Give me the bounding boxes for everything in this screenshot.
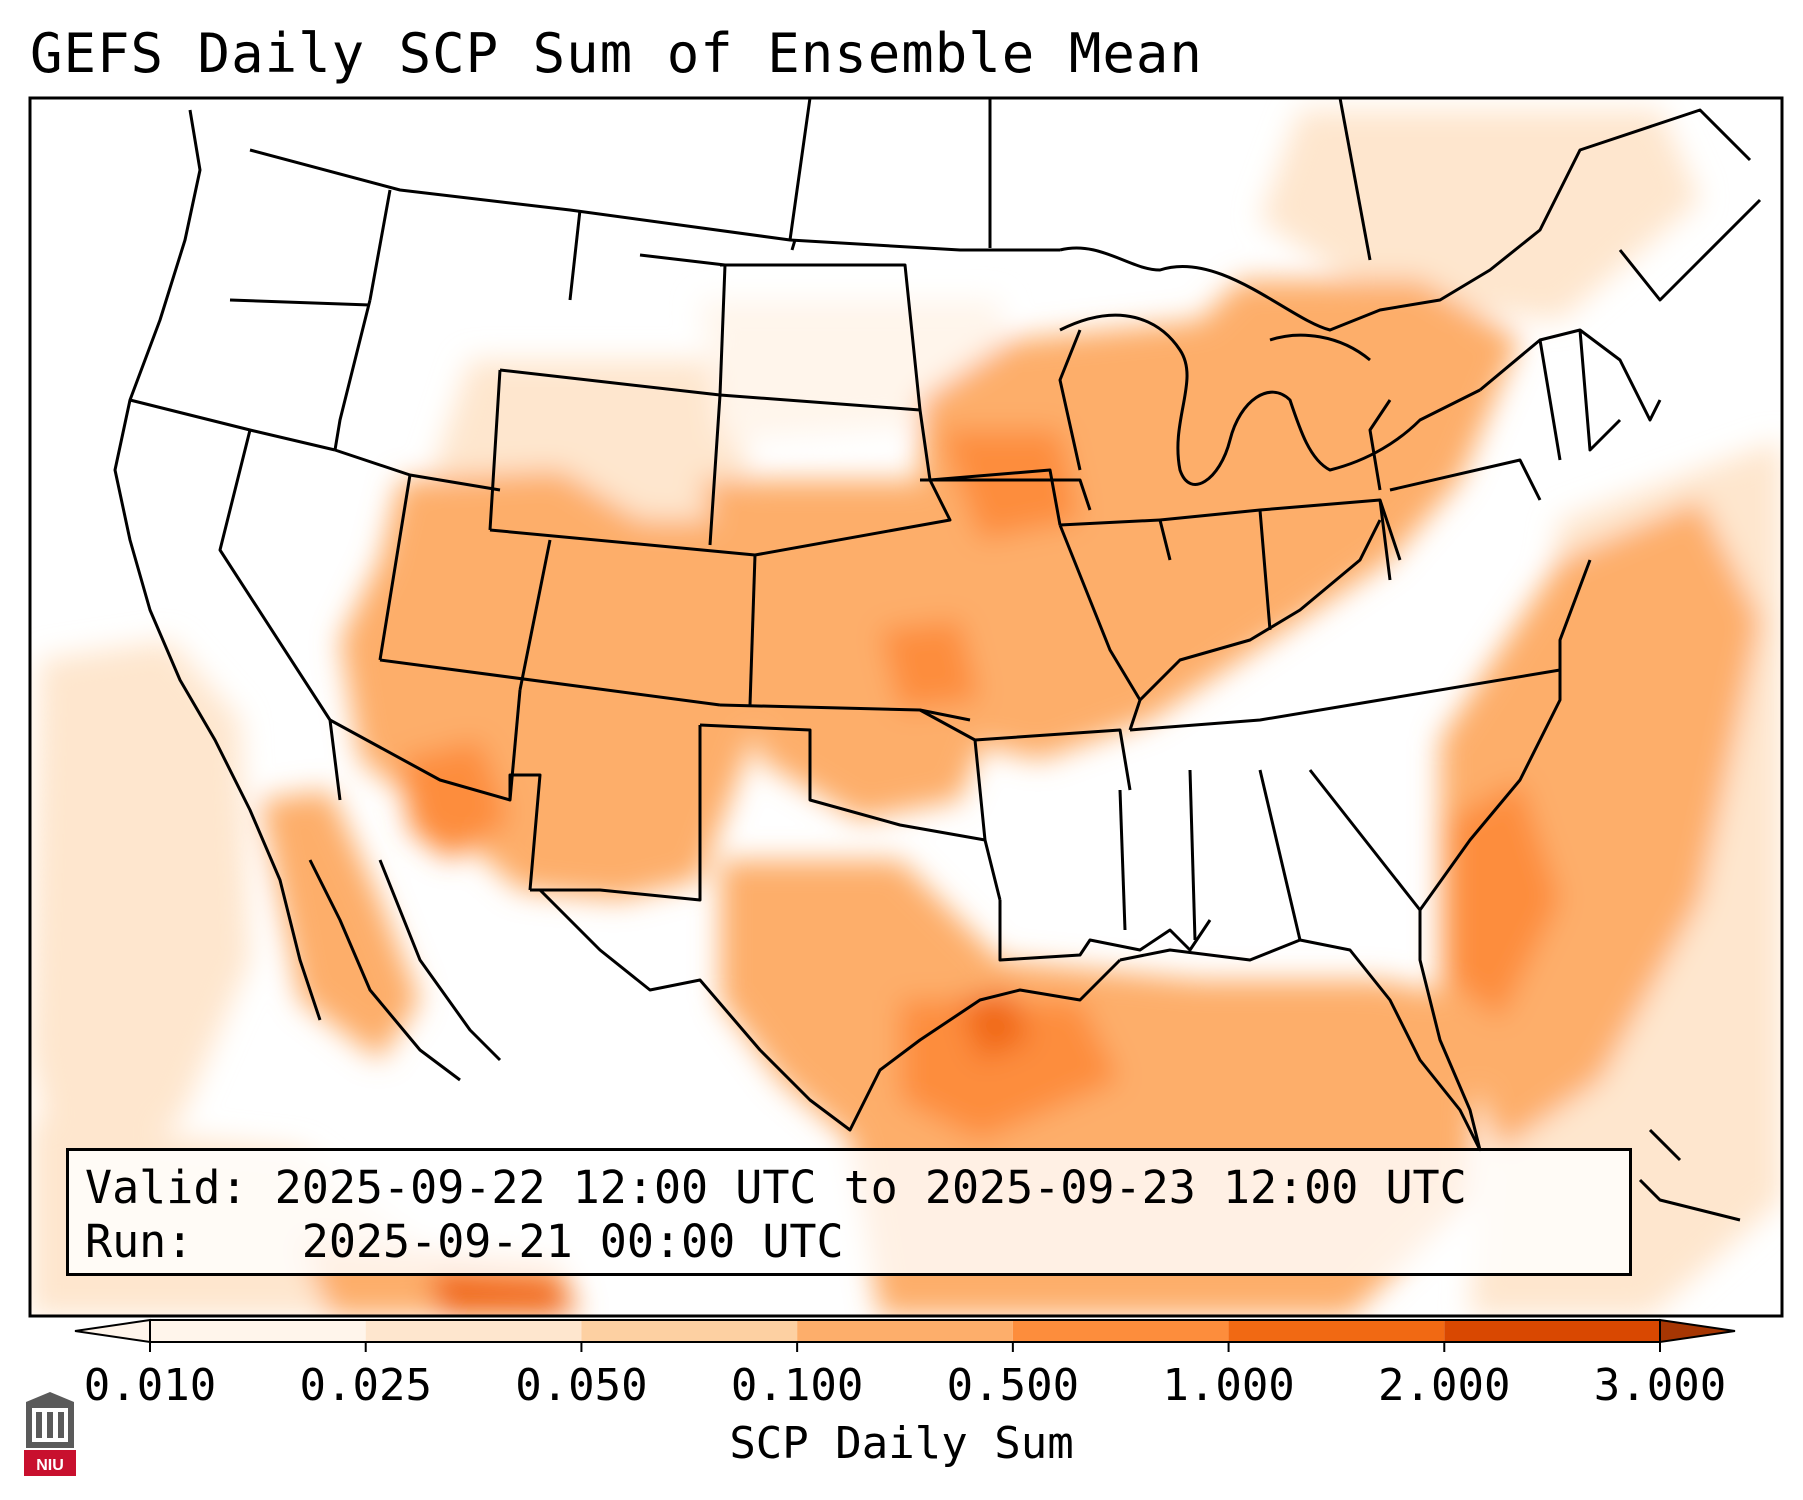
validity-info-box: Valid: 2025-09-22 12:00 UTC to 2025-09-2… [66,1148,1632,1276]
valid-label: Valid: [85,1161,248,1214]
colorbar: 0.010 0.025 0.050 0.100 0.500 1.000 2.000 3.000 [74,1318,1736,1411]
valid-time: 2025-09-22 12:00 UTC to 2025-09-23 12:00… [274,1161,1467,1214]
map-title: GEFS Daily SCP Sum of Ensemble Mean [30,22,1203,85]
colorbar-segment [150,1320,366,1342]
colorbar-segment [365,1320,582,1342]
colorbar-extend-high [1659,1318,1736,1344]
run-label: Run: [85,1215,194,1268]
niu-logo-icon: NIU [24,1392,76,1476]
colorbar-segment [797,1320,1013,1342]
boundary-lines [113,98,1762,1222]
colorbar-tick-label: 0.025 [299,1360,431,1411]
colorbar-label: SCP Daily Sum [729,1418,1074,1469]
colorbar-tick-label: 1.000 [1162,1360,1294,1411]
colorbar-extend-low [74,1318,151,1344]
colorbar-segment [1012,1320,1229,1342]
colorbar-tick-label: 0.500 [947,1360,1079,1411]
map-border [28,96,1784,1318]
colorbar-tick-label: 0.050 [515,1360,647,1411]
colorbar-tick-label: 2.000 [1378,1360,1510,1411]
colorbar-segment [581,1320,798,1342]
colorbar-tick-label: 0.010 [84,1360,216,1411]
colorbar-tick-label: 0.100 [731,1360,863,1411]
colorbar-tick-label: 3.000 [1594,1360,1726,1411]
scp-shading [30,98,1782,1316]
logo-text: NIU [36,1457,64,1474]
colorbar-outline [149,1319,1661,1343]
run-time: 2025-09-21 00:00 UTC [301,1215,844,1268]
colorbar-segment [1444,1320,1660,1342]
colorbar-segment [1228,1320,1445,1342]
